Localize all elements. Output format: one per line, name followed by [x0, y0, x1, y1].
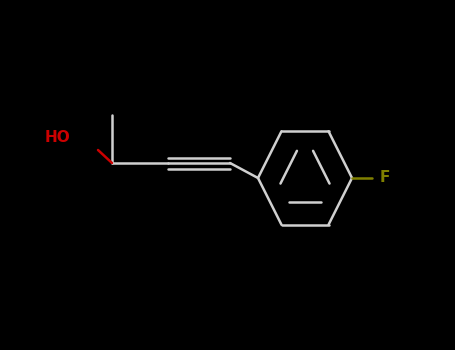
Text: HO: HO [44, 131, 70, 146]
Text: F: F [380, 170, 390, 186]
